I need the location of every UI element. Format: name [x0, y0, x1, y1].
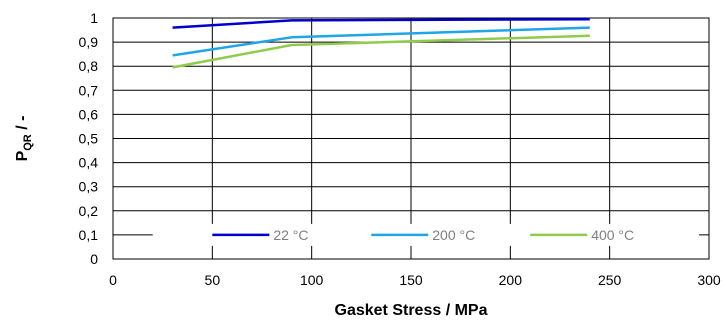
y-tick-label: 0,5: [79, 131, 99, 147]
series-line-2: [172, 26, 590, 57]
series-line-3: [172, 34, 590, 69]
x-axis-title: Gasket Stress / MPa: [335, 302, 488, 319]
legend: 22 °C 200 °C 400 °C: [152, 223, 700, 246]
x-tick-label: 100: [300, 272, 324, 288]
y-tick-label: 0,7: [79, 82, 99, 98]
x-tick-label: 0: [109, 272, 117, 288]
y-axis-tick-labels: 0 0,1 0,2 0,3 0,4 0,5 0,6 0,7 0,8 0,9 1: [79, 10, 99, 267]
y-axis-title: PQR / -: [14, 116, 34, 162]
plot-area-frame: [112, 17, 710, 260]
x-axis-tick-labels: 0 50 100 150 200 250 300: [109, 272, 721, 288]
legend-label-2: 200 °C: [432, 227, 475, 243]
y-tick-label: 0,3: [79, 179, 99, 195]
y-tick-label: 0,6: [79, 106, 99, 122]
y-axis-title-suffix: / -: [14, 116, 31, 135]
x-tick-label: 300: [697, 272, 721, 288]
series-lines: [172, 17, 590, 69]
y-axis-title-subscript: QR: [22, 134, 34, 151]
y-tick-label: 0,9: [79, 34, 99, 50]
y-tick-label: 0: [90, 251, 98, 267]
x-tick-label: 250: [598, 272, 622, 288]
y-tick-label: 0,2: [79, 203, 99, 219]
series-line-1: [172, 17, 590, 29]
x-tick-label: 200: [499, 272, 523, 288]
grid: [112, 17, 710, 260]
y-tick-label: 1: [90, 10, 98, 26]
y-tick-label: 0,8: [79, 58, 99, 74]
legend-label-3: 400 °C: [591, 227, 634, 243]
y-axis-title-main: P: [14, 150, 31, 161]
y-tick-label: 0,4: [79, 155, 99, 171]
x-tick-label: 50: [205, 272, 221, 288]
y-tick-label: 0,1: [79, 227, 99, 243]
x-tick-label: 150: [399, 272, 423, 288]
legend-label-1: 22 °C: [273, 227, 308, 243]
